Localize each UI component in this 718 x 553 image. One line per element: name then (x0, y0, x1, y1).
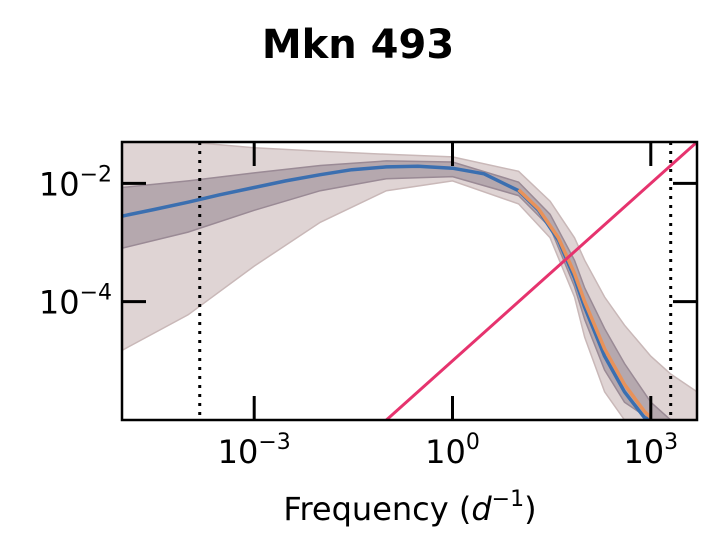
plot-frame (120, 140, 699, 422)
series-lines (122, 142, 697, 420)
y-tick-label: 10−2 (39, 162, 112, 203)
x-axis-label: Frequency (d−1) (283, 487, 536, 528)
x-axis-label-close: ) (524, 490, 536, 528)
tick-labels: 10−3 100 103 10−2 10−4 (39, 162, 678, 471)
axis-ticks (122, 142, 697, 420)
band-inner-interval (122, 160, 672, 420)
x-tick-label: 10−3 (218, 430, 291, 471)
x-tick-label: 100 (425, 430, 480, 471)
y-tick-label: 10−4 (39, 281, 112, 322)
x-tick-label: 103 (623, 430, 678, 471)
series-median-alt (517, 188, 653, 419)
series-reference-power-law (385, 142, 697, 420)
x-axis-label-exponent: −1 (492, 487, 524, 512)
vertical-reference-lines (198, 142, 673, 420)
confidence-bands (122, 142, 697, 420)
chart-title: Mkn 493 (262, 22, 454, 68)
series-median (122, 164, 652, 420)
x-axis-label-symbol: d (471, 490, 492, 528)
